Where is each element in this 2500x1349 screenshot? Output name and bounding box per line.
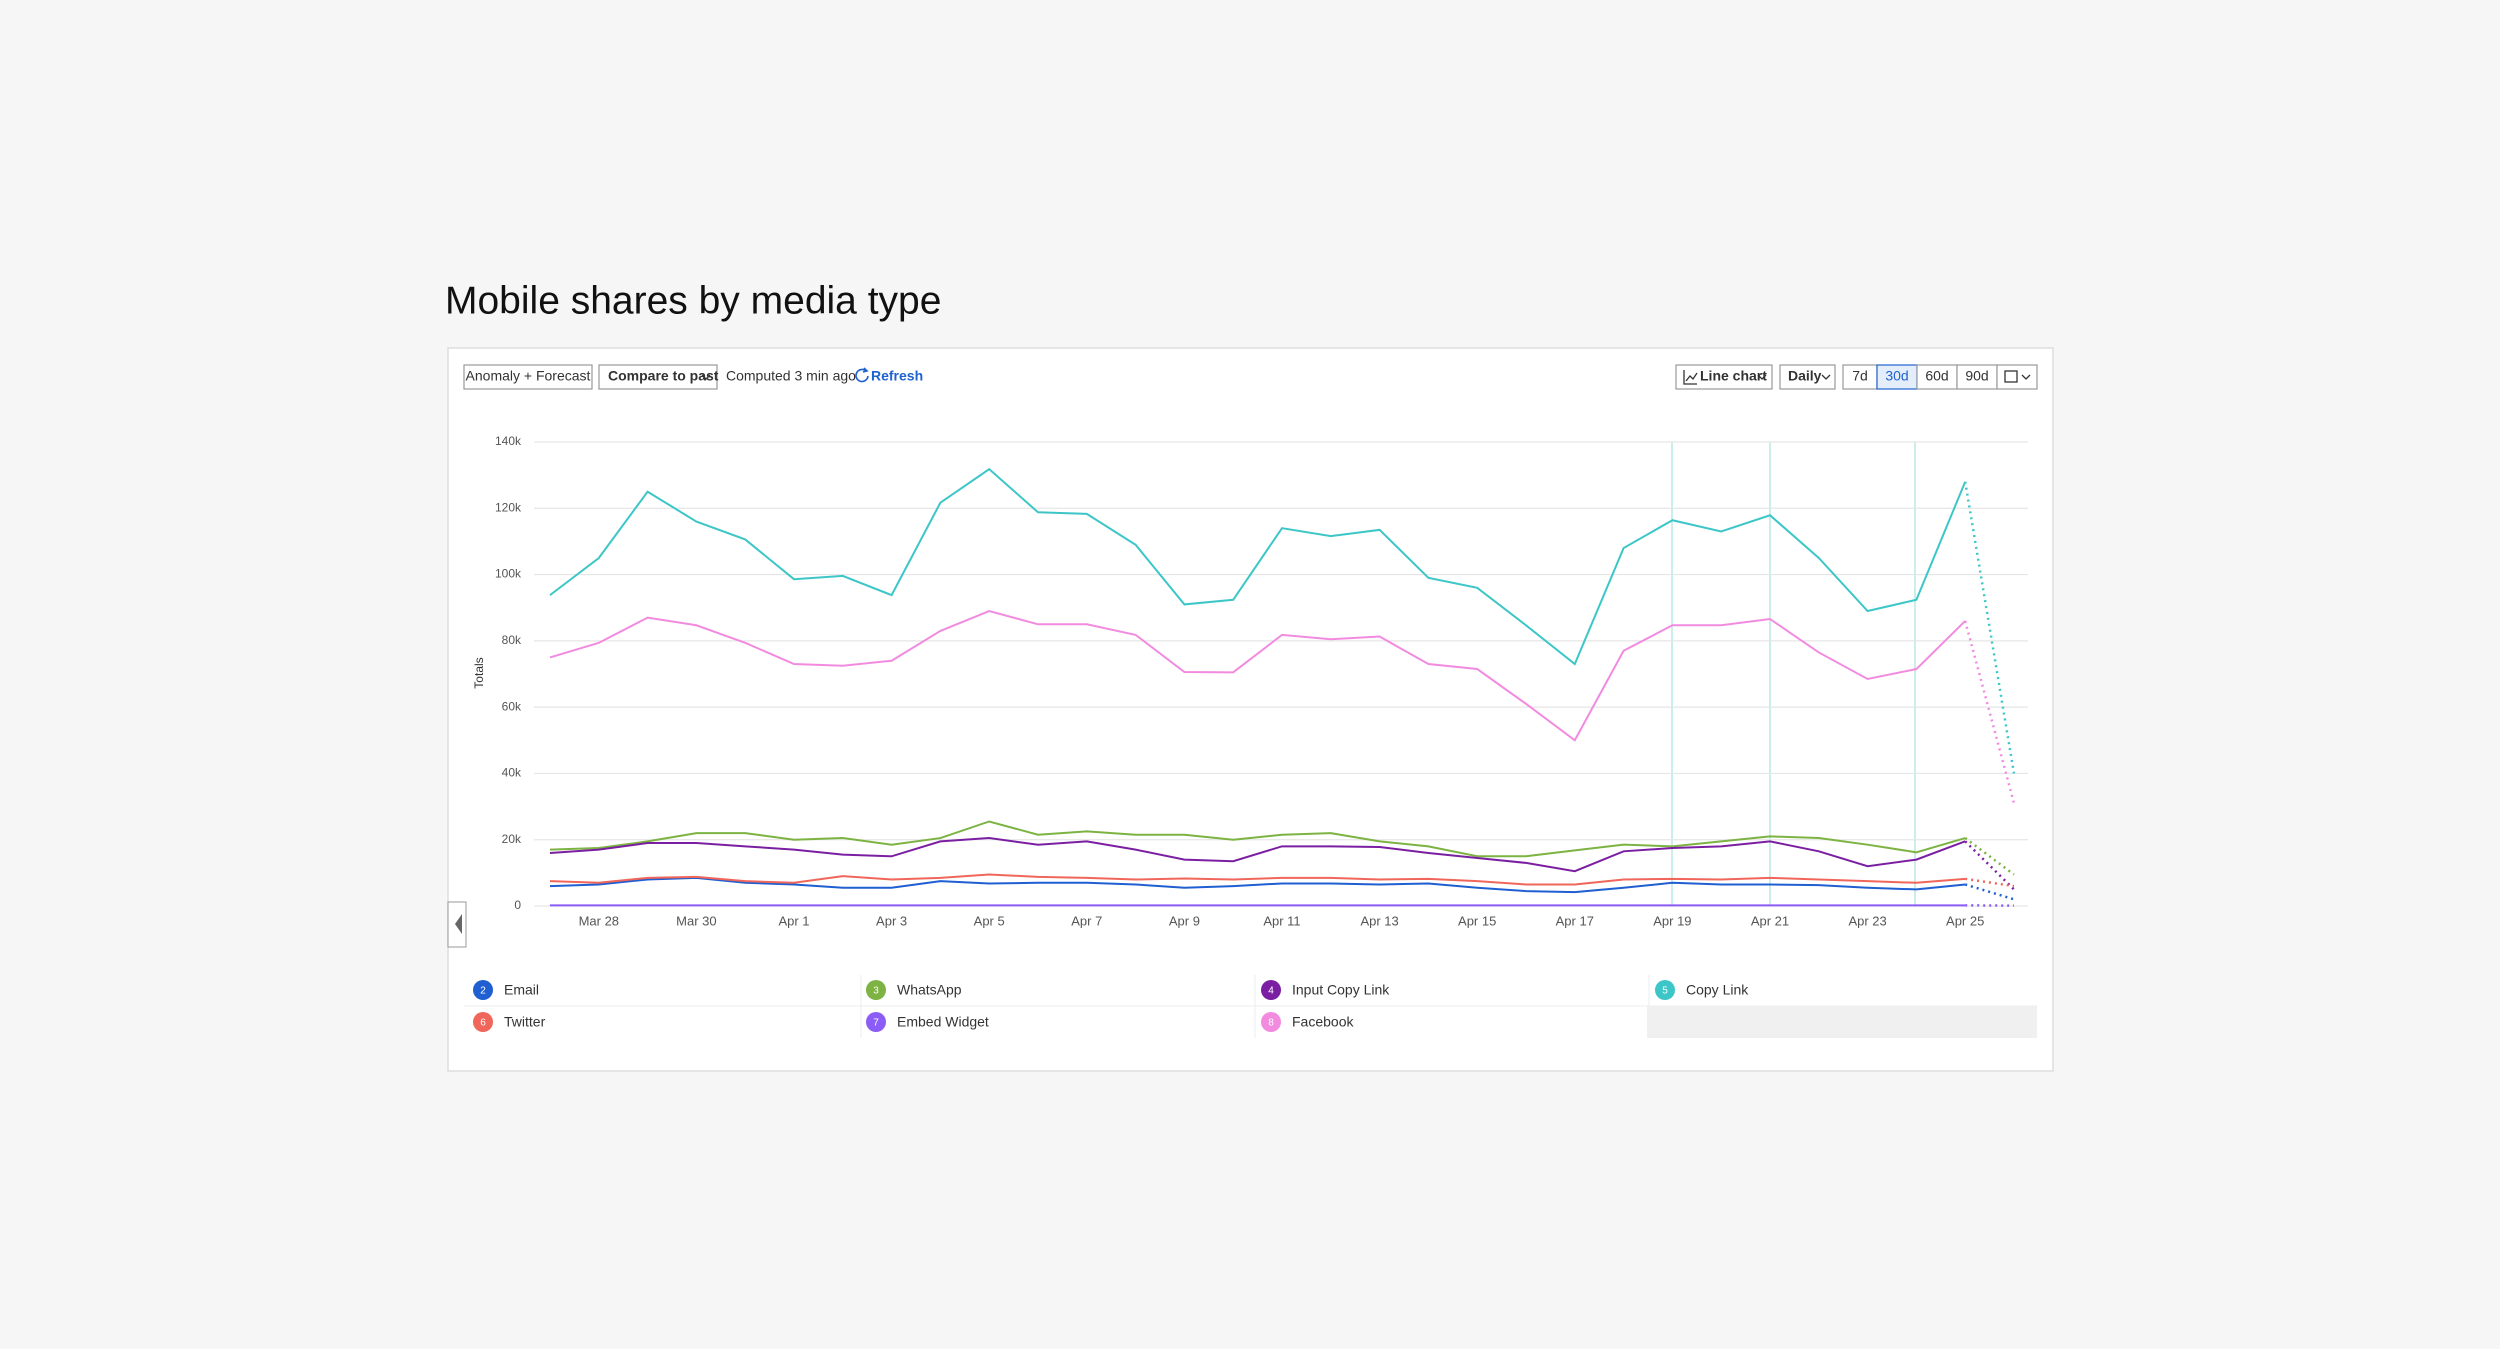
legend-empty-cell	[1647, 1006, 2037, 1038]
refresh-link[interactable]: Refresh	[871, 368, 923, 384]
chart-type-button[interactable]	[1675, 364, 1773, 390]
legend-badge	[866, 1012, 886, 1032]
legend-badge-number: 6	[480, 1018, 486, 1029]
y-tick-label: 60k	[502, 699, 522, 713]
legend-label[interactable]: WhatsApp	[897, 982, 962, 998]
compare-button[interactable]	[598, 364, 718, 390]
card	[447, 347, 2054, 1072]
y-tick-label: 140k	[495, 434, 522, 448]
series-line	[549, 609, 1966, 742]
legend-label[interactable]: Input Copy Link	[1292, 982, 1390, 998]
x-tick-label: Mar 28	[579, 913, 619, 928]
computed-text: Computed 3 min ago	[726, 368, 856, 384]
legend-label[interactable]: Copy Link	[1686, 982, 1749, 998]
range-label: 7d	[1852, 368, 1868, 384]
series-line	[549, 837, 1966, 873]
legend-badge-number: 2	[480, 986, 486, 997]
x-tick-label: Apr 17	[1556, 913, 1594, 928]
compare-label: Compare to past	[608, 368, 719, 384]
calendar-icon	[2004, 370, 2018, 383]
y-tick-label: 40k	[502, 766, 522, 780]
chevron	[701, 374, 711, 380]
series-line	[549, 876, 1966, 894]
forecast-line	[1964, 883, 2015, 901]
anomaly-button[interactable]	[463, 364, 593, 390]
x-tick-label: Apr 11	[1263, 913, 1300, 928]
interval-label: Daily	[1788, 368, 1822, 384]
forecast-line	[1963, 481, 2016, 774]
series-line	[549, 467, 1967, 666]
series-line	[549, 820, 1966, 858]
x-tick-label: Apr 25	[1946, 913, 1984, 928]
anomaly-label: Anomaly + Forecast	[466, 368, 591, 384]
x-tick-label: Apr 5	[974, 913, 1005, 928]
legend-badge	[1261, 1012, 1281, 1032]
y-tick-label: 0	[514, 898, 521, 912]
legend-label[interactable]: Email	[504, 982, 539, 998]
x-tick-label: Apr 19	[1653, 913, 1691, 928]
x-tick-label: Apr 7	[1071, 913, 1102, 928]
x-tick-label: Apr 15	[1458, 913, 1496, 928]
legend-badge-number: 8	[1268, 1018, 1274, 1029]
x-tick-label: Mar 30	[676, 913, 716, 928]
legend-badge-number: 3	[873, 986, 879, 997]
legend-badge	[1261, 980, 1281, 1000]
y-tick-label: 20k	[502, 832, 522, 846]
x-tick-label: Apr 1	[778, 913, 809, 928]
range-group: 7d 30d 60d 90d	[1842, 364, 1998, 390]
chart-type-label: Line chart	[1700, 368, 1767, 384]
arrow-icon	[455, 914, 462, 934]
chevron	[1757, 374, 1767, 380]
interval-button[interactable]	[1779, 364, 1836, 390]
y-tick-label: 120k	[495, 500, 522, 514]
y-tick-label: 100k	[495, 567, 522, 581]
chevron	[1821, 374, 1831, 380]
forecast-line	[1964, 837, 2015, 876]
range-label: 90d	[1965, 368, 1988, 384]
x-tick-label: Apr 3	[876, 913, 907, 928]
x-tick-label: Apr 23	[1848, 913, 1886, 928]
x-tick-label: Apr 13	[1360, 913, 1398, 928]
legend-badge	[473, 980, 493, 1000]
legend-label[interactable]: Embed Widget	[897, 1014, 989, 1030]
legend-label[interactable]: Twitter	[504, 1014, 546, 1030]
refresh-icon	[855, 367, 869, 383]
series-line	[549, 873, 1966, 886]
forecast-line	[1965, 877, 2015, 888]
legend-badge	[1655, 980, 1675, 1000]
range-label: 60d	[1925, 368, 1948, 384]
range-button[interactable]	[1956, 364, 1998, 390]
legend-badge-number: 5	[1662, 986, 1668, 997]
range-button[interactable]	[1876, 364, 1918, 390]
legend-badge-number: 7	[873, 1018, 879, 1029]
y-axis-label: Totals	[472, 657, 486, 688]
legend-label[interactable]: Facebook	[1292, 1014, 1354, 1030]
x-tick-label: Apr 21	[1751, 913, 1789, 928]
range-label: 30d	[1885, 368, 1908, 384]
y-tick-label: 80k	[502, 633, 522, 647]
legend-badge	[473, 1012, 493, 1032]
forecast-line	[1963, 620, 2016, 804]
page-title: Mobile shares by media type	[445, 279, 941, 322]
x-tick-label: Apr 9	[1169, 913, 1200, 928]
legend-badge-number: 4	[1268, 986, 1274, 997]
chevron	[2021, 374, 2031, 380]
legend-badge	[866, 980, 886, 1000]
chart-icon	[1683, 370, 1698, 385]
